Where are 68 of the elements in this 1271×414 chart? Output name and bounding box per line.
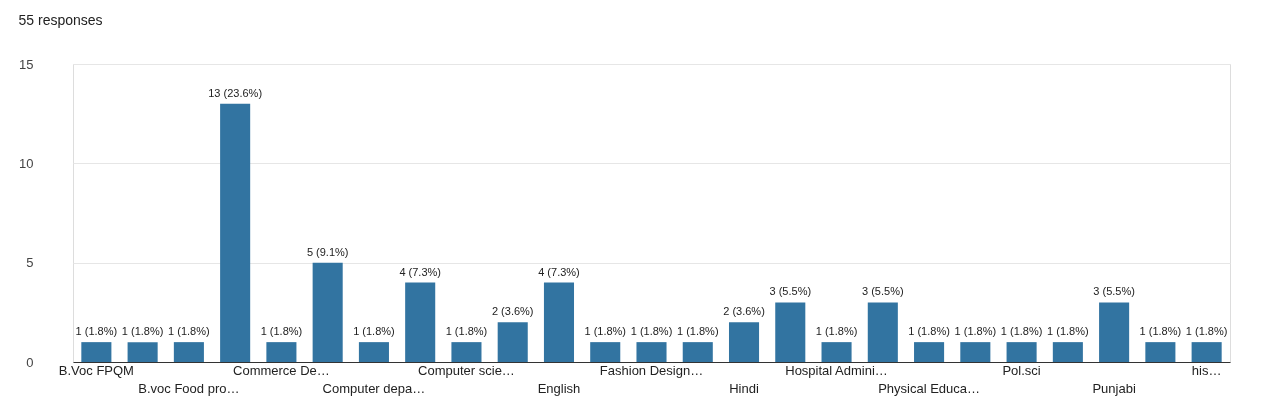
bar [220,103,251,362]
bar [312,262,343,362]
data-label: 2 (3.6%) [723,305,765,318]
bar [1099,302,1130,362]
bar [1145,342,1176,362]
data-label: 1 (1.8%) [445,325,488,338]
data-label: 1 (1.8%) [954,325,997,338]
bar [914,342,945,362]
bar [405,282,436,362]
bar [728,322,760,362]
bar [1052,342,1083,362]
x-tick-label: B.voc Food pro… [138,380,240,396]
data-label: 1 (1.8%) [260,325,303,338]
x-tick-label: Pol.sci [1002,362,1041,378]
bar [266,342,297,362]
bar [590,342,621,362]
data-label: 1 (1.8%) [168,325,210,338]
bar [960,342,991,362]
y-tick-label: 0 [26,354,34,370]
data-label: 13 (23.6%) [208,86,263,99]
data-label: 1 (1.8%) [815,325,858,338]
data-label: 1 (1.8%) [584,325,627,338]
data-label: 1 (1.8%) [1000,325,1043,338]
data-label: 1 (1.8%) [908,325,950,338]
bar [1006,342,1037,362]
data-label: 3 (5.5%) [1093,285,1135,298]
data-label: 1 (1.8%) [353,325,395,338]
x-tick-label: Computer depa… [322,380,426,396]
data-label: 1 (1.8%) [1047,325,1089,338]
data-label: 1 (1.8%) [630,325,673,338]
data-label: 3 (5.5%) [769,285,812,298]
x-tick-label: his… [1191,362,1222,378]
chart-title: 55 responses [18,12,103,28]
data-label: 1 (1.8%) [75,325,118,338]
bar [173,342,204,362]
x-tick-label: Computer scie… [418,362,515,378]
y-tick-label: 10 [19,155,34,171]
bar [497,322,528,362]
bar [1191,342,1222,362]
data-label: 4 (7.3%) [399,265,441,278]
bar [451,342,482,362]
x-tick-label: Commerce De… [233,362,330,378]
bar [867,302,898,362]
bar [127,342,158,362]
bar [775,302,806,362]
data-label: 2 (3.6%) [491,305,534,318]
x-tick-label: English [537,380,581,396]
x-tick-label: Hindi [729,380,759,396]
y-tick-label: 5 [26,255,34,271]
data-label: 3 (5.5%) [862,285,904,298]
x-tick-label: Physical Educa… [878,380,981,396]
bar [636,342,667,362]
y-tick-label: 15 [19,56,34,72]
data-label: 1 (1.8%) [1185,325,1228,338]
bar [682,342,713,362]
x-tick-label: Hospital Admini… [785,362,888,378]
data-label: 1 (1.8%) [1139,325,1182,338]
bar [81,342,112,362]
data-label: 5 (9.1%) [306,245,349,258]
x-tick-label: Punjabi [1092,380,1136,396]
data-label: 1 (1.8%) [121,325,164,338]
x-tick-label: B.Voc FPQM [58,362,134,378]
x-tick-label: Fashion Design… [599,362,704,378]
data-label: 4 (7.3%) [538,265,580,278]
data-label: 1 (1.8%) [676,325,719,338]
bar [358,342,389,362]
bar [543,282,575,362]
bar [821,342,852,362]
